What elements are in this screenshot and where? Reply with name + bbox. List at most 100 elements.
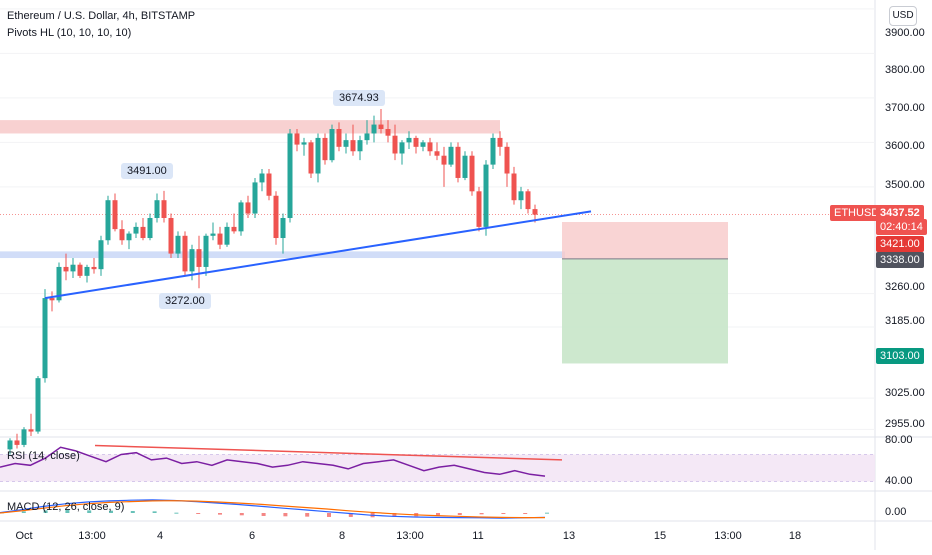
candle-body: [385, 129, 391, 136]
candle-body: [357, 140, 363, 152]
candle-body: [140, 226, 146, 239]
symbol-title[interactable]: Ethereum / U.S. Dollar, 4h, BITSTAMP: [7, 10, 196, 22]
candle-body: [196, 249, 202, 267]
macd-histogram-bar: [130, 511, 135, 513]
time-axis-label: 13:00: [396, 530, 424, 542]
macd-histogram-bar: [239, 513, 244, 516]
candle-body: [343, 140, 349, 147]
price-axis-label: 3500.00: [885, 179, 925, 191]
candle-body: [7, 440, 13, 450]
candle-body: [525, 191, 531, 210]
pivot-high-callout[interactable]: 3491.00: [121, 163, 173, 179]
candle-body: [182, 235, 188, 272]
candle-body: [175, 235, 181, 254]
candle-body: [336, 129, 342, 147]
candle-body: [315, 137, 321, 174]
price-axis-label: 3600.00: [885, 140, 925, 152]
candle-body: [455, 146, 461, 178]
price-axis-label: 3700.00: [885, 102, 925, 114]
candle-body: [476, 191, 482, 227]
time-axis-label: 13:00: [714, 530, 742, 542]
take-profit-zone: [562, 258, 728, 364]
candle-body: [413, 137, 419, 147]
rsi-axis-bottom: 40.00: [885, 475, 913, 487]
macd-histogram-bar: [43, 510, 48, 513]
macd-histogram-bar: [305, 513, 310, 517]
macd-histogram-bar: [283, 513, 288, 517]
macd-histogram-bar: [523, 513, 528, 514]
candle-body: [231, 226, 237, 232]
candle-body: [420, 142, 426, 147]
candle-body: [203, 235, 209, 267]
macd-line: [0, 499, 546, 519]
target-level-tag: 3103.00: [876, 348, 924, 364]
candle-body: [329, 129, 335, 161]
pivot-high-callout[interactable]: 3674.93: [333, 90, 385, 106]
entry-level-tag: 3338.00: [876, 252, 924, 268]
candle-body: [280, 218, 286, 239]
macd-histogram-bar: [501, 513, 506, 514]
macd-histogram-bar: [65, 510, 70, 513]
candle-body: [238, 202, 244, 232]
candle-body: [469, 155, 475, 192]
macd-histogram-bar: [261, 513, 266, 516]
candle-body: [35, 378, 41, 432]
candle-body: [126, 233, 132, 241]
candle-body: [287, 133, 293, 218]
pivot-low-callout[interactable]: 3272.00: [159, 293, 211, 309]
candle-body: [364, 133, 370, 141]
stop-level-tag: 3421.00: [876, 236, 924, 252]
candle-body: [483, 164, 489, 227]
candle-body: [266, 173, 272, 196]
candle-body: [49, 298, 55, 301]
candle-body: [91, 266, 97, 270]
support-zone: [0, 251, 565, 259]
candle-body: [105, 200, 111, 241]
candle-body: [518, 191, 524, 201]
macd-histogram-bar: [545, 512, 549, 514]
candle-body: [378, 124, 384, 130]
macd-histogram-bar: [21, 511, 26, 513]
candle-body: [252, 182, 258, 214]
resistance-zone: [0, 120, 500, 134]
countdown-tag: 02:40:14: [876, 219, 927, 235]
currency-button[interactable]: USD: [889, 6, 917, 26]
rsi-axis-top: 80.00: [885, 434, 913, 446]
time-axis-label: 8: [338, 530, 346, 542]
candle-body: [56, 266, 62, 301]
candle-body: [322, 137, 328, 161]
candle-body: [427, 142, 433, 152]
candle-body: [511, 173, 517, 201]
macd-label[interactable]: MACD (12, 26, close, 9): [7, 501, 125, 513]
candle-body: [168, 218, 174, 254]
candle-body: [21, 429, 27, 445]
last-price-tag: 3437.52: [876, 205, 924, 221]
candle-body: [392, 135, 398, 154]
candle-body: [119, 229, 125, 241]
candle-body: [497, 137, 503, 147]
candle-body: [224, 226, 230, 245]
candle-body: [301, 142, 307, 145]
candle-body: [406, 137, 412, 143]
time-axis-label: Oct: [15, 530, 33, 542]
trendline: [44, 210, 592, 300]
candle-body: [294, 133, 300, 145]
time-axis-label: 6: [248, 530, 256, 542]
candle-body: [14, 440, 20, 445]
macd-histogram-bar: [348, 513, 353, 517]
time-axis-label: 11: [472, 530, 484, 542]
candle-body: [434, 151, 440, 156]
candle-body: [112, 200, 118, 230]
candle-body: [28, 429, 34, 432]
macd-histogram-bar: [174, 512, 179, 514]
indicator-label[interactable]: Pivots HL (10, 10, 10, 10): [7, 27, 132, 39]
macd-axis-zero: 0.00: [885, 506, 907, 518]
price-axis-label: 3800.00: [885, 64, 925, 76]
rsi-label[interactable]: RSI (14, close): [7, 450, 80, 462]
candle-body: [350, 140, 356, 152]
candle-body: [273, 195, 279, 239]
candle-body: [161, 200, 167, 218]
candle-body: [42, 298, 48, 379]
